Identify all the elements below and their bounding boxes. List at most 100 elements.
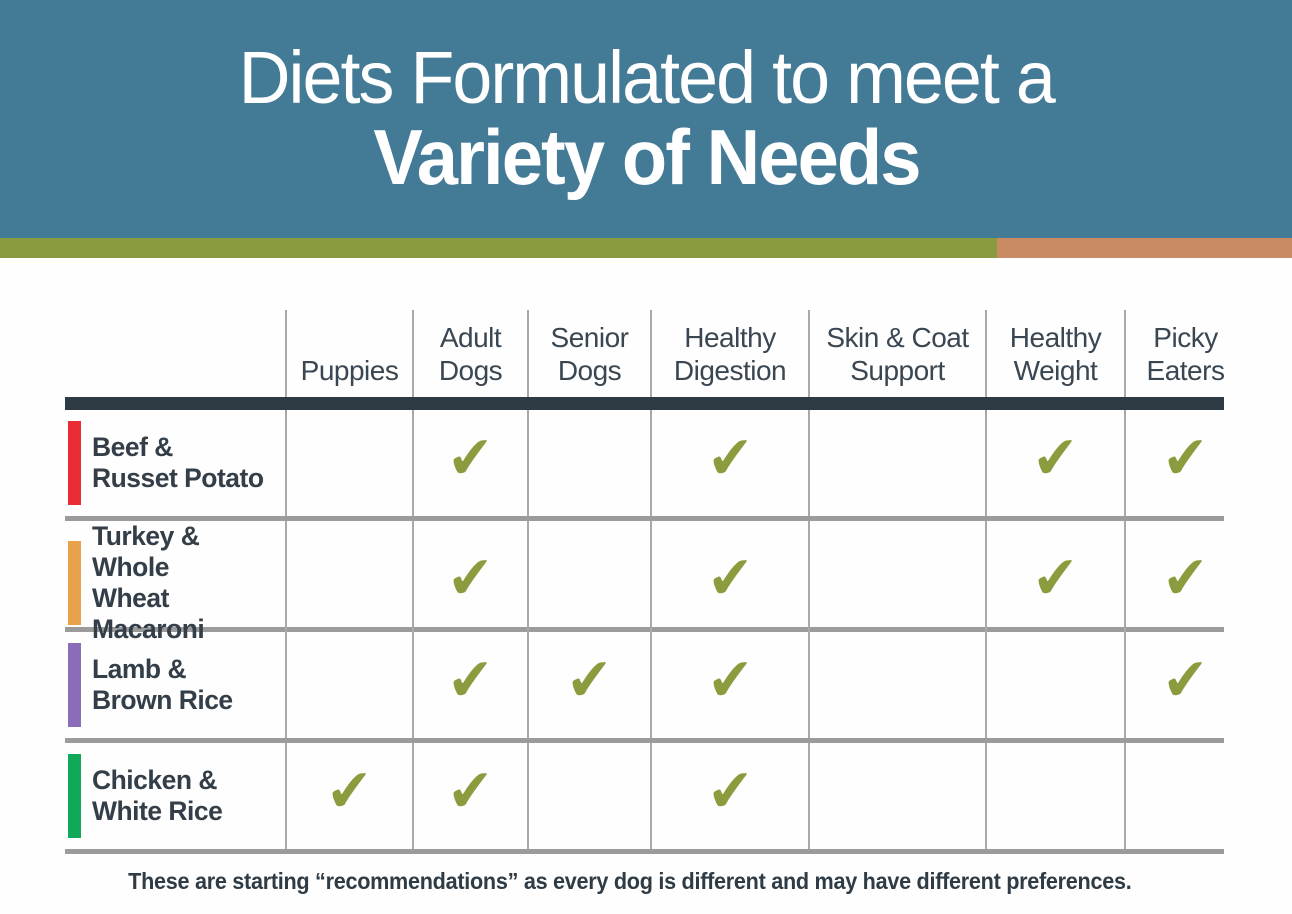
column-header-senior-dogs: Senior Dogs <box>527 310 650 397</box>
table-header-row: Puppies Adult Dogs Senior Dogs Healthy Dige… <box>65 310 1245 397</box>
check-cell <box>527 410 650 516</box>
check-cell: ✔ <box>650 521 808 645</box>
check-cell: ✔ <box>650 632 808 738</box>
row-label-line: Russet Potato <box>92 463 264 493</box>
check-cell: ✔ <box>1124 632 1245 738</box>
accent-stripe-green <box>0 238 997 258</box>
column-header-label: Eaters <box>1146 355 1225 386</box>
check-cell <box>285 410 412 516</box>
accent-stripe <box>0 238 1292 258</box>
check-icon: ✔ <box>1161 543 1210 614</box>
check-cell <box>285 632 412 738</box>
row-separator <box>65 738 1224 743</box>
table-bottom-line <box>65 849 1224 854</box>
column-header-adult-dogs: Adult Dogs <box>412 310 527 397</box>
header-divider-bar <box>65 397 1224 410</box>
check-icon: ✔ <box>1031 543 1080 614</box>
column-header-puppies: Puppies <box>285 310 412 397</box>
row-color-marker <box>68 754 81 838</box>
table-row-beef-russet-potato: Beef & Russet Potato ✔ ✔ ✔ ✔ <box>65 410 1245 516</box>
column-header-picky-eaters: Picky Eaters <box>1124 310 1245 397</box>
check-cell: ✔ <box>527 632 650 738</box>
row-label-line: Wheat Macaroni <box>92 583 205 644</box>
check-cell <box>808 521 985 645</box>
page-title-line1: Diets Formulated to meet a <box>238 36 1055 120</box>
check-cell: ✔ <box>412 743 527 849</box>
column-header-label: Weight <box>1013 355 1098 386</box>
row-color-marker <box>68 643 81 727</box>
check-cell <box>985 743 1124 849</box>
row-color-marker <box>68 541 81 625</box>
row-label-line: White Rice <box>92 796 223 826</box>
check-icon: ✔ <box>1161 423 1210 494</box>
row-label: Turkey & Whole Wheat Macaroni <box>92 521 281 645</box>
check-cell <box>985 632 1124 738</box>
table-row-lamb-brown-rice: Lamb & Brown Rice ✔ ✔ ✔ ✔ <box>65 632 1245 738</box>
diet-comparison-table: Puppies Adult Dogs Senior Dogs Healthy Dige… <box>65 310 1245 854</box>
check-cell <box>285 521 412 645</box>
column-header-healthy-digestion: Healthy Digestion <box>650 310 808 397</box>
column-header-label: Senior <box>550 322 629 353</box>
check-cell <box>1124 743 1245 849</box>
check-icon: ✔ <box>325 756 374 827</box>
column-header-label: Digestion <box>673 355 787 386</box>
check-cell: ✔ <box>985 521 1124 645</box>
check-cell: ✔ <box>412 521 527 645</box>
row-separator <box>65 516 1224 521</box>
column-header-label: Support <box>850 355 945 386</box>
row-separator <box>65 627 1224 632</box>
column-header-label: Skin & Coat <box>826 322 969 353</box>
table-row-turkey-whole-wheat-macaroni: Turkey & Whole Wheat Macaroni ✔ ✔ ✔ ✔ <box>65 521 1245 645</box>
check-icon: ✔ <box>705 645 755 716</box>
column-header-label: Healthy <box>684 322 776 353</box>
check-icon: ✔ <box>565 645 614 716</box>
check-icon: ✔ <box>705 543 755 614</box>
corner-cell <box>65 310 285 397</box>
row-label-line: Lamb & <box>92 654 187 684</box>
check-cell <box>527 521 650 645</box>
check-cell <box>527 743 650 849</box>
footer-note: These are starting “recommendations” as … <box>128 868 1132 894</box>
check-cell <box>808 632 985 738</box>
column-header-healthy-weight: Healthy Weight <box>985 310 1124 397</box>
check-icon: ✔ <box>1161 645 1210 716</box>
check-cell: ✔ <box>412 632 527 738</box>
check-cell: ✔ <box>285 743 412 849</box>
row-label-line: Chicken & <box>92 765 217 795</box>
accent-stripe-tan <box>997 238 1292 258</box>
row-color-marker <box>68 421 81 505</box>
row-label-cell: Lamb & Brown Rice <box>65 632 285 738</box>
row-label-cell: Turkey & Whole Wheat Macaroni <box>65 521 285 645</box>
column-header-label: Puppies <box>300 355 399 386</box>
row-label-line: Beef & <box>92 432 173 462</box>
row-label-line: Turkey & Whole <box>92 521 200 582</box>
check-cell <box>808 410 985 516</box>
page-title-line2: Variety of Needs <box>372 112 921 201</box>
check-icon: ✔ <box>705 756 755 827</box>
column-header-label: Dogs <box>557 355 622 386</box>
row-label: Chicken & White Rice <box>92 765 223 827</box>
check-cell: ✔ <box>650 410 808 516</box>
column-header-label: Healthy <box>1009 322 1102 353</box>
row-label-cell: Beef & Russet Potato <box>65 410 285 516</box>
table-row-chicken-white-rice: Chicken & White Rice ✔ ✔ ✔ <box>65 743 1245 849</box>
column-header-label: Picky <box>1153 322 1218 353</box>
check-icon: ✔ <box>446 543 495 614</box>
check-icon: ✔ <box>1031 423 1080 494</box>
row-label: Lamb & Brown Rice <box>92 654 233 716</box>
check-cell: ✔ <box>1124 521 1245 645</box>
row-label: Beef & Russet Potato <box>92 432 264 494</box>
check-cell: ✔ <box>650 743 808 849</box>
row-label-line: Brown Rice <box>92 685 233 715</box>
check-cell <box>808 743 985 849</box>
check-cell: ✔ <box>412 410 527 516</box>
check-cell: ✔ <box>985 410 1124 516</box>
check-icon: ✔ <box>446 423 495 494</box>
row-label-cell: Chicken & White Rice <box>65 743 285 849</box>
column-header-skin-coat-support: Skin & Coat Support <box>808 310 985 397</box>
check-icon: ✔ <box>705 423 755 494</box>
check-icon: ✔ <box>446 645 495 716</box>
column-header-label: Dogs <box>438 355 503 386</box>
check-cell: ✔ <box>1124 410 1245 516</box>
column-header-label: Adult <box>439 322 502 353</box>
